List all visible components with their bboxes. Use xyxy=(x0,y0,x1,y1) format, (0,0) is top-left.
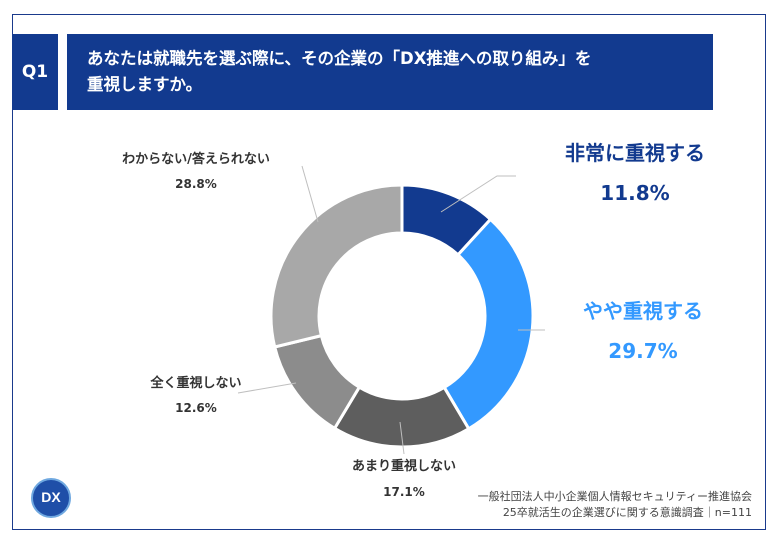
category-label-somewhat-important: やや重視する xyxy=(583,299,703,323)
question-line-1: あなたは就職先を選ぶ際に、その企業の「DX推進への取り組み」を xyxy=(87,49,592,68)
value-label-very-important: 11.8% xyxy=(600,181,669,205)
slice-somewhat-important xyxy=(442,217,535,431)
source-footer: 一般社団法人中小企業個人情報セキュリティー推進協会 25卒就活生の企業選びに関す… xyxy=(478,489,752,521)
value-label-somewhat-important: 29.7% xyxy=(608,339,677,363)
source-line-1: 一般社団法人中小企業個人情報セキュリティー推進協会 xyxy=(477,490,752,503)
chart-frame xyxy=(12,14,766,530)
leader-line-not-important xyxy=(237,382,297,394)
value-label-unsure: 28.8% xyxy=(175,177,217,191)
question-badge: Q1 xyxy=(12,34,58,110)
leader-line-very-important xyxy=(440,175,516,213)
leader-line-not-very-important xyxy=(399,421,405,455)
category-label-not-very-important: あまり重視しない xyxy=(352,458,456,474)
question-line-2: 重視しますか。 xyxy=(87,75,203,94)
value-label-not-important: 12.6% xyxy=(175,401,217,415)
category-label-unsure: わからない/答えられない xyxy=(122,151,270,167)
dx-logo: DX xyxy=(31,478,71,518)
value-label-not-very-important: 17.1% xyxy=(383,485,425,499)
slice-unsure xyxy=(269,183,404,349)
source-line-2: 25卒就活生の企業選びに関する意識調査｜n=111 xyxy=(502,506,752,519)
question-box: あなたは就職先を選ぶ際に、その企業の「DX推進への取り組み」を 重視しますか。 xyxy=(67,34,713,110)
category-label-not-important: 全く重視しない xyxy=(149,375,241,391)
leader-line-unsure xyxy=(301,165,319,223)
logo-text: DX xyxy=(41,489,61,505)
logo-circle xyxy=(31,478,71,518)
category-label-very-important: 非常に重視する xyxy=(565,141,705,165)
